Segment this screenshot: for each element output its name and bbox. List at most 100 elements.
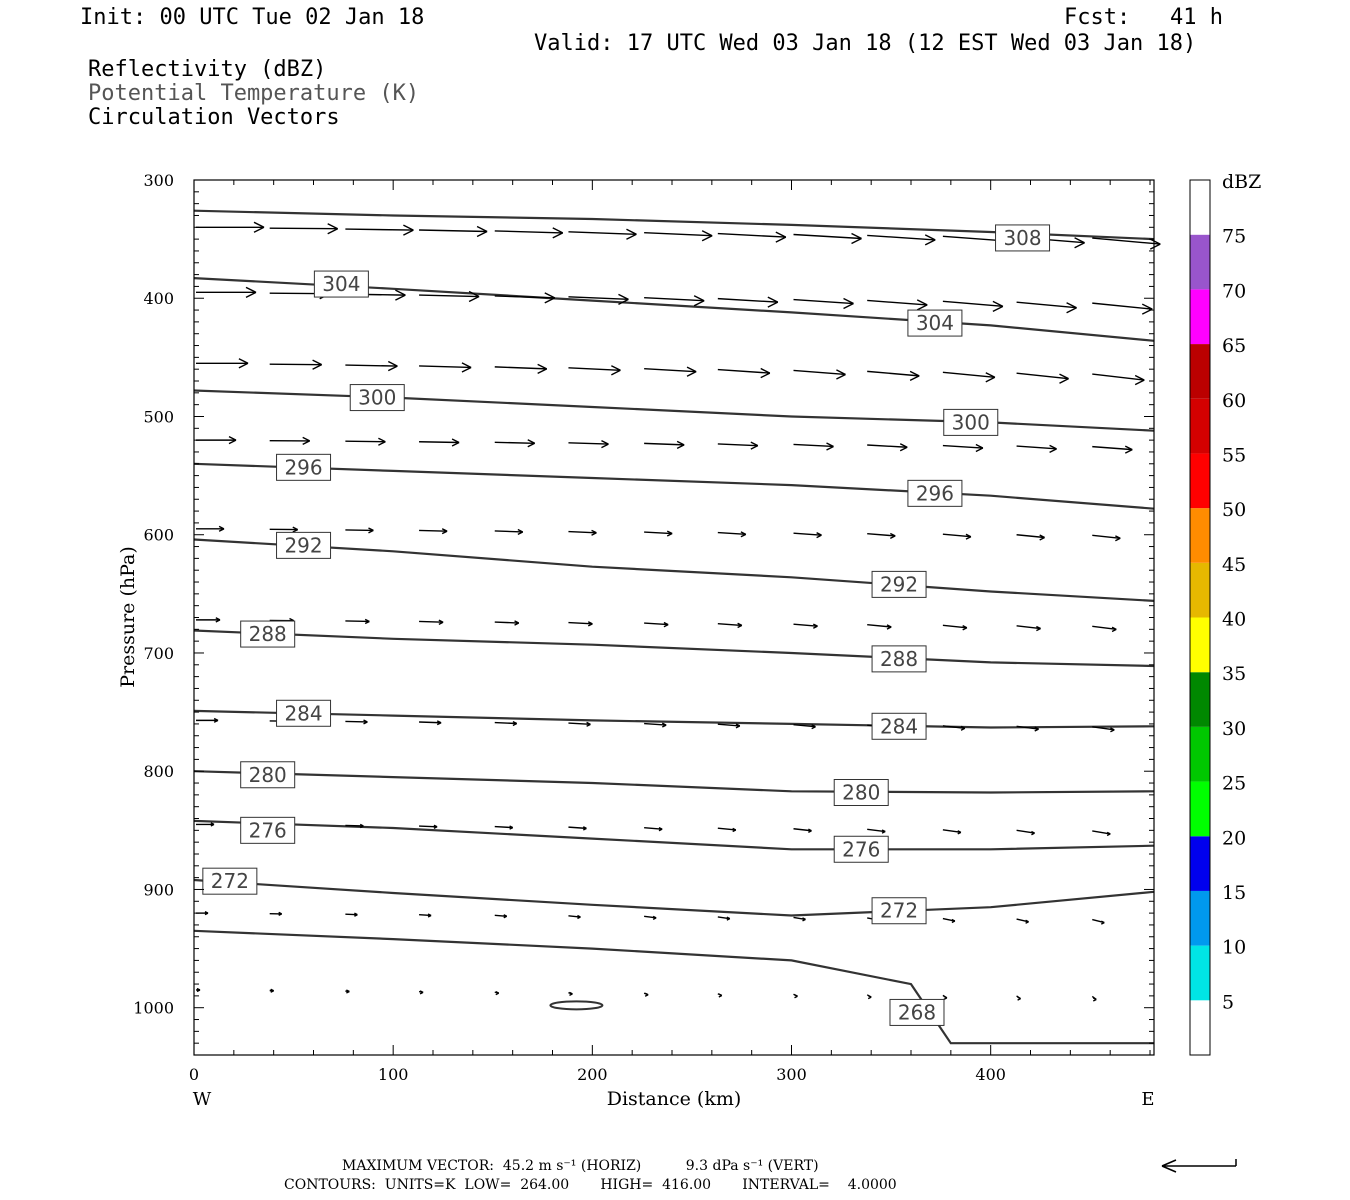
circulation-vector <box>717 296 779 308</box>
colorbar-segment <box>1190 289 1210 345</box>
colorbar-label: 20 <box>1222 827 1246 849</box>
contour-label-text: 300 <box>952 410 990 434</box>
y-tick-label: 400 <box>143 289 174 308</box>
plot-frame <box>193 179 1155 1056</box>
circulation-vector <box>345 224 414 236</box>
y-tick-label: 600 <box>143 526 174 545</box>
circulation-vector <box>494 825 514 830</box>
circulation-vector <box>942 300 1004 312</box>
circulation-vector <box>717 827 737 833</box>
y-tick-label: 300 <box>143 171 174 190</box>
circulation-vector <box>345 719 368 725</box>
circulation-vector <box>196 221 265 233</box>
colorbar-label: 35 <box>1222 663 1246 685</box>
colorbar-label: 40 <box>1222 609 1246 631</box>
y-tick-label: 1000 <box>133 999 174 1018</box>
contour-label: 296 <box>276 453 332 481</box>
contour-closed-268 <box>549 1000 604 1011</box>
colorbar-frame <box>1189 179 1211 1056</box>
circulation-vector <box>568 293 629 305</box>
circulation-vector <box>494 439 536 448</box>
contour-label-text: 308 <box>1003 226 1041 250</box>
contour-label: 288 <box>871 645 927 673</box>
circulation-vector <box>1016 829 1035 836</box>
circulation-vector <box>1092 625 1117 633</box>
contour-label: 280 <box>240 761 296 789</box>
contour-label-text: 304 <box>916 311 954 335</box>
axes-layer: 300 400 500 600 700 800 900 1000 0 100 200 300 400 <box>133 171 1154 1084</box>
contour-label: 272 <box>871 897 927 925</box>
circulation-vector <box>643 992 649 997</box>
circulation-vector <box>1091 995 1097 1002</box>
circulation-vector <box>644 366 697 377</box>
circulation-vector <box>269 526 299 533</box>
circulation-vector <box>717 367 771 379</box>
contours-info-label: CONTOURS: UNITS=K LOW= 264.00 HIGH= 416.… <box>284 1177 897 1193</box>
circulation-vector <box>269 911 283 917</box>
circulation-vector <box>717 231 787 243</box>
circulation-vector <box>568 721 591 727</box>
contour-layer <box>193 209 1155 1045</box>
y-tick-label: 700 <box>143 644 174 663</box>
contour-label: 288 <box>240 620 296 648</box>
maximum-vector-label: MAXIMUM VECTOR: 45.2 m s⁻¹ (HORIZ) 9.3 d… <box>342 1158 819 1174</box>
circulation-vector <box>1092 373 1145 386</box>
colorbar-segment <box>1190 344 1210 399</box>
contour-label: 308 <box>995 224 1051 252</box>
circulation-vector <box>717 723 741 729</box>
circulation-vector <box>1016 725 1039 732</box>
contour-label: 292 <box>276 531 332 559</box>
circulation-vector <box>494 914 508 919</box>
contour-label-text: 272 <box>211 869 249 893</box>
circulation-vector <box>419 619 444 625</box>
contour-line-280 <box>193 770 1155 794</box>
circulation-vector <box>867 624 892 630</box>
y-tick-label: 900 <box>143 880 174 899</box>
colorbar-segment <box>1190 398 1210 454</box>
colorbar-segment <box>1190 781 1210 837</box>
circulation-vector <box>568 529 597 536</box>
contour-label: 280 <box>833 779 889 806</box>
contour-label-text: 276 <box>842 837 880 861</box>
circulation-vector <box>196 286 257 298</box>
circulation-vector <box>568 991 573 997</box>
circulation-vector <box>1016 444 1057 453</box>
contour-label-text: 292 <box>284 533 322 557</box>
circulation-vector <box>494 363 548 375</box>
circulation-vector <box>717 531 747 538</box>
contour-label: 276 <box>240 816 296 844</box>
contour-line-284 <box>193 709 1155 729</box>
x-tick-label: 200 <box>577 1065 608 1084</box>
contour-label-text: 284 <box>880 714 918 738</box>
circulation-vector <box>345 437 386 446</box>
circulation-vector <box>494 990 500 996</box>
contour-line-268 <box>193 929 1154 1045</box>
colorbar-label: 50 <box>1222 499 1246 521</box>
x-tick-label: 100 <box>378 1065 409 1084</box>
circulation-vector <box>568 914 581 920</box>
circulation-vector <box>866 994 872 1000</box>
forecast-hour-label: Fcst: 41 h <box>1064 5 1223 30</box>
colorbar-segment <box>1190 672 1210 727</box>
colorbar-label: 15 <box>1222 882 1246 904</box>
circulation-vector <box>196 436 237 445</box>
circulation-vector <box>269 436 311 446</box>
colorbar: 5 10 15 20 25 30 35 40 45 50 55 60 65 70 75 <box>1189 179 1246 1056</box>
circulation-vector <box>345 823 364 829</box>
circulation-vector <box>419 720 442 726</box>
contour-label: 284 <box>276 699 332 727</box>
circulation-vector <box>419 824 438 829</box>
colorbar-segment <box>1190 945 1210 1001</box>
colorbar-label: 75 <box>1222 226 1246 248</box>
contour-label-text: 296 <box>284 455 322 479</box>
circulation-vector <box>418 990 424 995</box>
circulation-vector <box>568 439 609 449</box>
contour-line-296 <box>193 462 1155 510</box>
contour-label-text: 288 <box>249 622 287 646</box>
colorbar-segment <box>1190 726 1210 782</box>
circulation-vector <box>419 225 488 238</box>
circulation-vector <box>269 223 339 235</box>
contour-label-text: 304 <box>322 272 360 296</box>
reference-vector-icon <box>1161 1159 1237 1173</box>
circulation-vector <box>1092 830 1111 837</box>
